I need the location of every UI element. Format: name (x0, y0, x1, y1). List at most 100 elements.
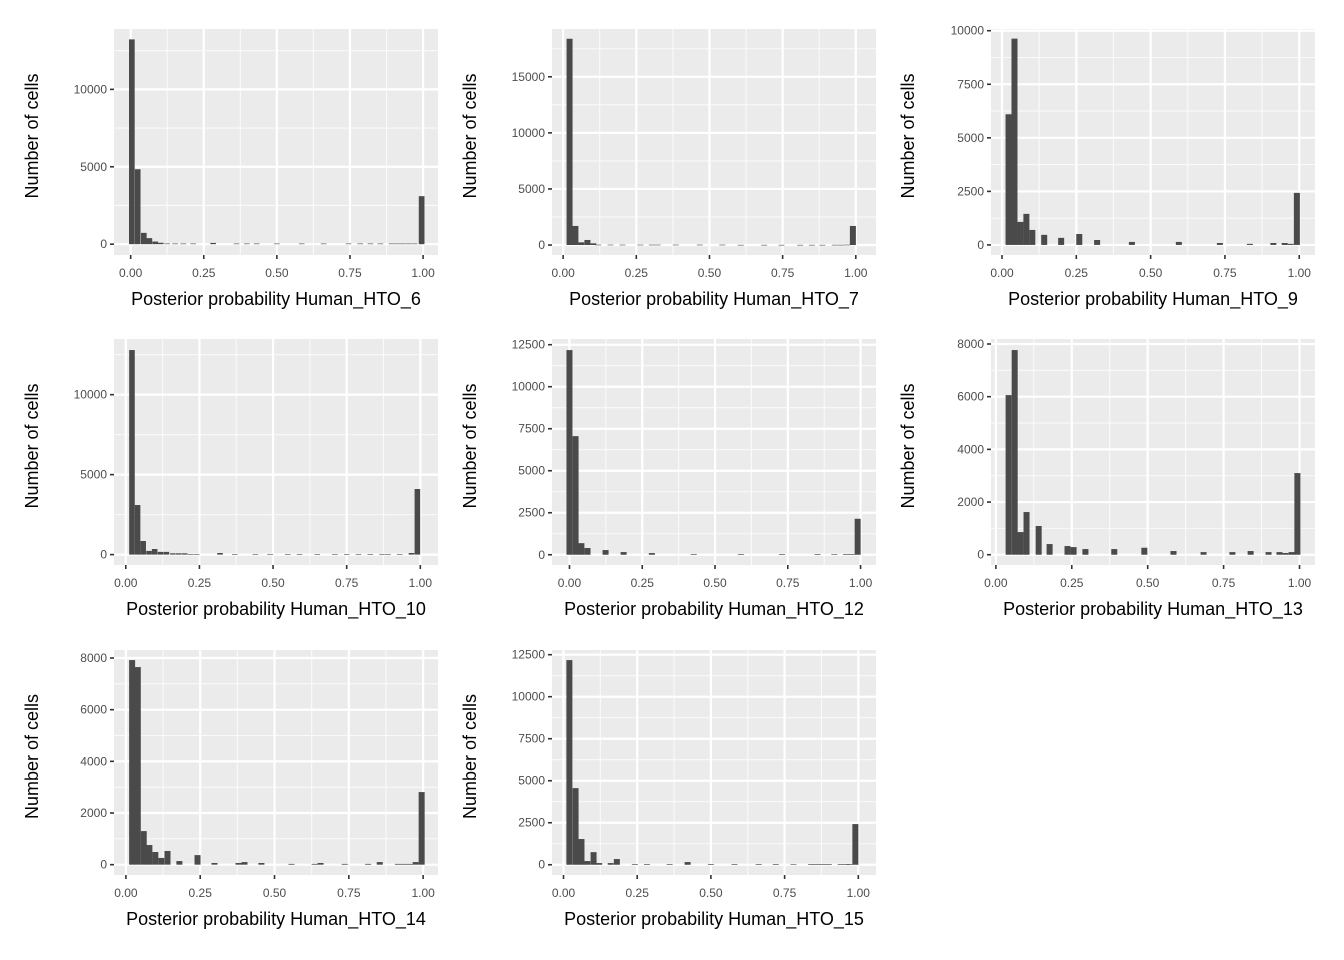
histogram-bar (140, 831, 147, 865)
histogram-bar (590, 852, 597, 865)
y-tick-label: 4000 (80, 754, 107, 768)
histogram-bar (151, 549, 158, 555)
histogram-bar (164, 850, 171, 865)
histogram-bar (643, 864, 650, 865)
histogram-bar (666, 864, 673, 865)
histogram-bar (129, 350, 135, 555)
y-axis-title: Number of cells (460, 694, 480, 819)
histogram-bar (1064, 546, 1071, 555)
histogram-panel: 0.00 0.25 0.50 0.75 1.00 0 2000 4000 6000 8000 Pos… (22, 650, 438, 930)
x-tick-label: 0.50 (1136, 576, 1160, 590)
histogram-bar (572, 436, 579, 555)
x-tick-label: 0.75 (776, 576, 800, 590)
x-axis-title: Posterior probability Human_HTO_10 (126, 599, 426, 620)
x-tick-label: 0.25 (192, 266, 216, 280)
x-tick-label: 0.00 (552, 886, 576, 900)
histogram-bar (365, 863, 372, 865)
histogram-bar (846, 864, 853, 865)
histogram-panel: 0.00 0.25 0.50 0.75 1.00 0 5000 10000 Posterior … (22, 29, 438, 310)
histogram-bar (1141, 547, 1148, 555)
histogram-bar (377, 243, 384, 245)
histogram-bar (157, 242, 164, 245)
histogram-bar (418, 792, 425, 865)
x-tick-label: 0.50 (261, 576, 285, 590)
histogram-bar (613, 859, 620, 865)
x-tick-label: 1.00 (411, 886, 435, 900)
y-tick-label: 10000 (74, 388, 108, 402)
y-axis-title: Number of cells (22, 383, 42, 508)
y-tick-label: 0 (538, 548, 545, 562)
histogram-bar (158, 857, 165, 865)
histogram-bar (1294, 473, 1301, 555)
histogram-bar (211, 862, 218, 865)
histogram-bar (1082, 549, 1089, 555)
histogram-bar (578, 543, 585, 555)
x-tick-label: 0.50 (265, 266, 289, 280)
histogram-bar (134, 667, 141, 865)
histogram-bar (1281, 243, 1288, 245)
y-tick-label: 5000 (957, 131, 984, 145)
histogram-bar (808, 864, 815, 865)
x-tick-label: 0.00 (984, 576, 1008, 590)
histogram-bar (1041, 234, 1048, 245)
histogram-bar (607, 244, 614, 246)
histogram-bar (274, 243, 280, 245)
histogram-bar (190, 243, 197, 245)
panel-background (552, 29, 876, 255)
histogram-bar (233, 243, 240, 245)
histogram-bar (152, 852, 159, 865)
histogram-bar (584, 239, 591, 246)
histogram-bar (408, 553, 415, 555)
histogram-bar (684, 862, 691, 865)
x-tick-label: 1.00 (1288, 266, 1312, 280)
histogram-bar (405, 243, 412, 245)
histogram-bar (1017, 532, 1024, 555)
x-tick-label: 0.75 (1213, 266, 1237, 280)
histogram-bar (848, 554, 855, 555)
histogram-bar (1282, 553, 1289, 555)
histogram-bar (572, 225, 579, 246)
histogram-bar (607, 863, 614, 865)
y-tick-label: 8000 (957, 337, 984, 351)
y-tick-label: 2500 (518, 816, 545, 830)
histogram-bar (396, 554, 403, 555)
histogram-bar (852, 824, 859, 865)
y-tick-label: 10000 (512, 126, 546, 140)
panel-background (991, 29, 1315, 255)
histogram-bar (572, 788, 579, 865)
x-axis-title: Posterior probability Human_HTO_7 (569, 289, 859, 310)
y-axis-title: Number of cells (460, 383, 480, 508)
histogram-bar (1287, 243, 1294, 245)
x-axis-title: Posterior probability Human_HTO_15 (564, 909, 864, 930)
histogram-bar (284, 554, 291, 555)
histogram-bar (837, 864, 844, 865)
histogram-bar (1170, 551, 1177, 555)
histogram-bar (1216, 243, 1223, 245)
histogram-bar (140, 541, 146, 555)
histogram-bar (170, 553, 176, 555)
x-tick-label: 0.00 (119, 266, 143, 280)
histogram-bar (584, 861, 591, 865)
histogram-bar (1017, 221, 1024, 245)
y-tick-label: 2000 (957, 495, 984, 509)
histogram-bar (394, 243, 401, 245)
histogram-bar (1288, 552, 1295, 555)
histogram-bar (595, 244, 602, 246)
x-tick-label: 1.00 (847, 886, 871, 900)
histogram-bar (210, 242, 216, 245)
histogram-bar (400, 863, 407, 865)
y-tick-label: 0 (977, 238, 984, 252)
histogram-bar (831, 554, 838, 555)
x-tick-label: 0.75 (335, 576, 359, 590)
histogram-bar (690, 554, 697, 555)
x-tick-label: 0.25 (1060, 576, 1084, 590)
y-tick-label: 0 (538, 238, 545, 252)
x-tick-label: 0.00 (558, 576, 582, 590)
x-tick-label: 0.25 (188, 576, 212, 590)
histogram-bar (253, 243, 260, 245)
histogram-bar (1076, 234, 1083, 245)
histogram-bar (311, 863, 318, 865)
histogram-panel: 0.00 0.25 0.50 0.75 1.00 0 2500 5000 7500 10000 Po… (898, 24, 1315, 310)
y-tick-label: 12500 (512, 648, 546, 662)
histogram-bar (566, 350, 573, 555)
